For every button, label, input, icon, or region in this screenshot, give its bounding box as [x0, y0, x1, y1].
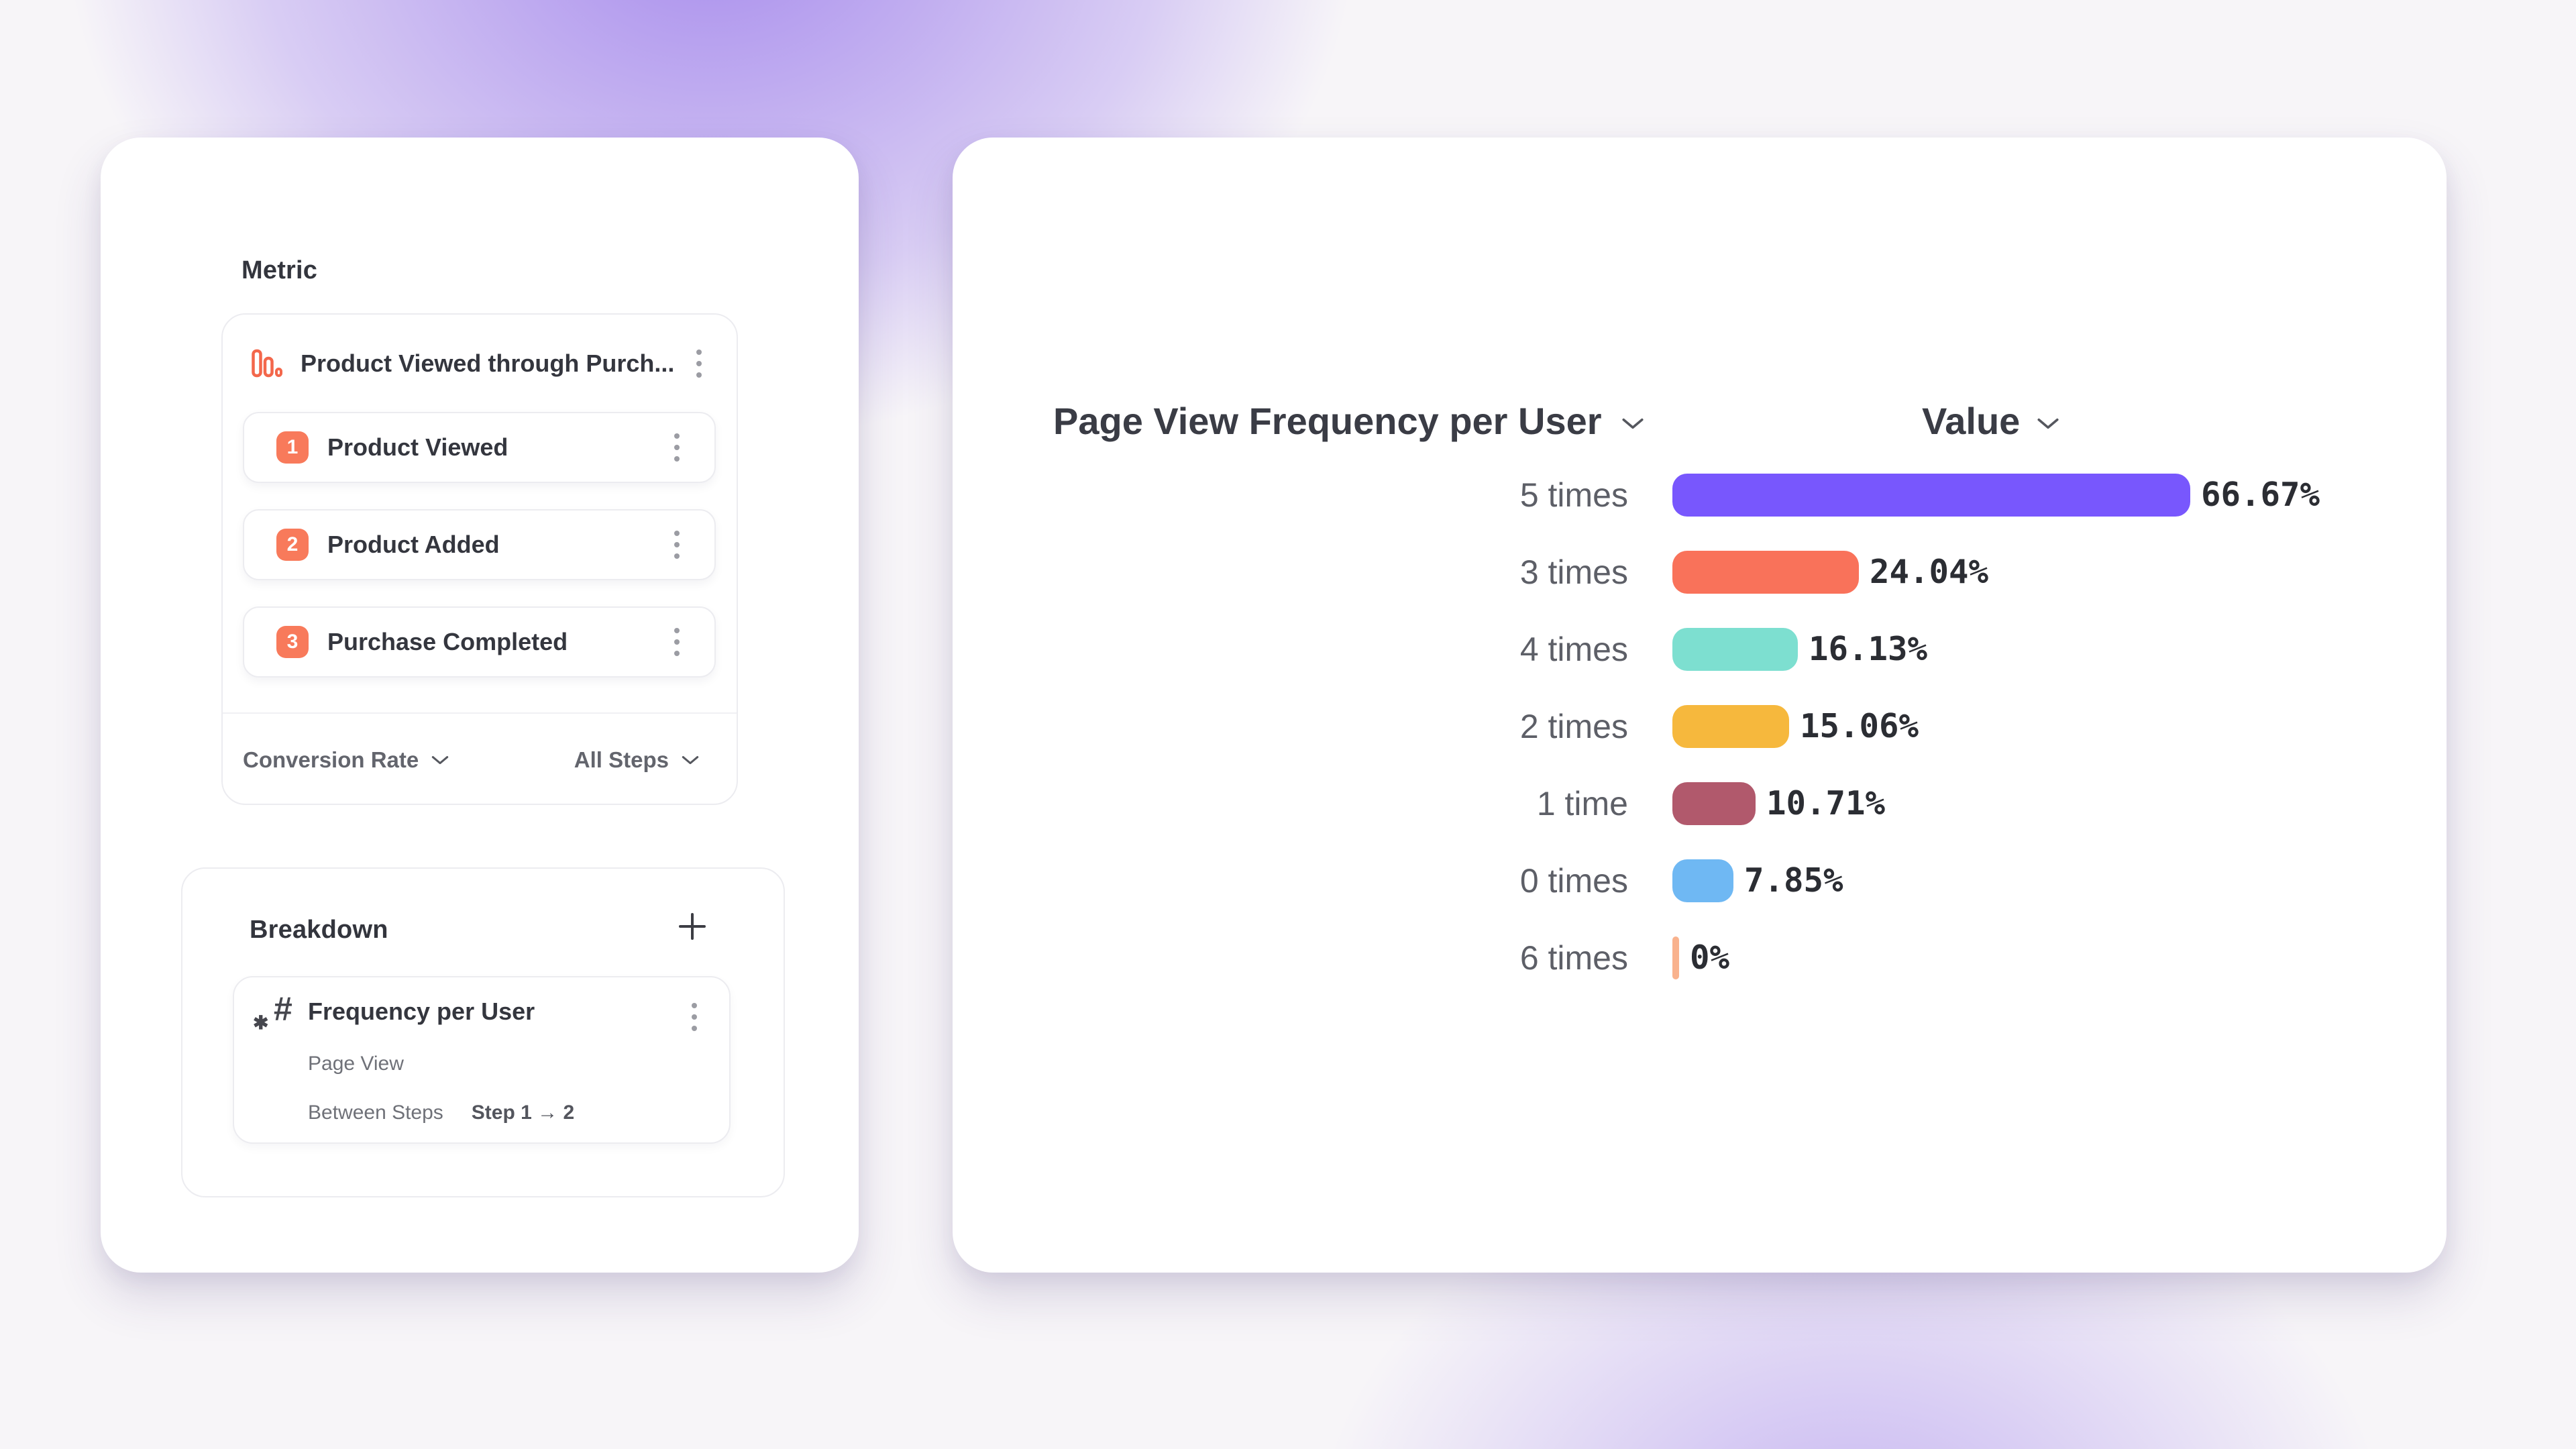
scope-value: Step 1 → 2	[471, 1102, 575, 1124]
chart-bar[interactable]	[1672, 936, 1679, 979]
breakdown-item-card[interactable]: # ✱ Frequency per User Page View Between …	[233, 976, 731, 1144]
funnel-metric-panel: Product Viewed through Purch... 1 Product…	[221, 313, 738, 805]
chart-bar[interactable]	[1672, 473, 2190, 517]
bar-wrap: 0%	[1672, 936, 1729, 979]
bar-wrap: 66.67%	[1672, 473, 2320, 517]
metric-section-heading: Metric	[241, 256, 318, 284]
value-column-dropdown[interactable]: Value	[1922, 399, 2060, 443]
breakdown-section-heading: Breakdown	[250, 916, 388, 944]
breakdown-item-title: Frequency per User	[308, 998, 535, 1025]
chart-row: 2 times 15.06%	[953, 688, 2447, 765]
breakdown-item-event: Page View	[308, 1053, 404, 1075]
category-label: 5 times	[1519, 476, 1628, 514]
funnel-step-card[interactable]: 1 Product Viewed	[243, 412, 716, 483]
funnel-steps-list: 1 Product Viewed 2 Product Added 3 Purchase C…	[243, 412, 716, 704]
breakdown-item-scope: Between Steps Step 1 → 2	[308, 1102, 574, 1124]
conversion-rate-label: Conversion Rate	[243, 747, 419, 772]
breakdown-panel: Breakdown # ✱ Frequency per User Page Vie…	[181, 867, 785, 1197]
value-label: 16.13%	[1809, 630, 1928, 668]
funnel-metric-title: Product Viewed through Purch...	[301, 349, 675, 377]
chart-row: 6 times 0%	[953, 919, 2447, 996]
add-breakdown-button[interactable]	[676, 910, 708, 943]
bar-wrap: 10.71%	[1672, 782, 1885, 825]
plus-icon	[679, 913, 706, 940]
category-label: 6 times	[1519, 938, 1628, 977]
value-label: 66.67%	[2201, 476, 2320, 514]
chart-bar[interactable]	[1672, 859, 1733, 902]
kebab-menu-icon[interactable]	[669, 428, 685, 467]
category-label: 1 time	[1536, 784, 1628, 822]
divider	[223, 712, 737, 714]
funnel-metric-header[interactable]: Product Viewed through Purch...	[223, 315, 737, 412]
bar-wrap: 24.04%	[1672, 550, 1989, 594]
bar-wrap: 7.85%	[1672, 859, 1843, 902]
chart-title-label: Page View Frequency per User	[1053, 400, 1602, 442]
scope-label: Between Steps	[308, 1102, 443, 1124]
funnel-chart-icon	[252, 349, 282, 377]
chart-bar[interactable]	[1672, 550, 1859, 594]
chart-row: 4 times 16.13%	[953, 610, 2447, 688]
value-label: 0%	[1690, 938, 1730, 977]
category-label: 0 times	[1519, 861, 1628, 900]
chevron-down-icon	[1621, 418, 1644, 429]
chart-title-dropdown[interactable]: Page View Frequency per User	[1053, 399, 1645, 443]
all-steps-label: All Steps	[574, 747, 669, 772]
kebab-menu-icon[interactable]	[686, 998, 702, 1036]
funnel-step-card[interactable]: 2 Product Added	[243, 509, 716, 580]
kebab-menu-icon[interactable]	[669, 623, 685, 661]
conversion-rate-dropdown[interactable]: Conversion Rate	[243, 747, 449, 773]
bar-wrap: 15.06%	[1672, 704, 1919, 748]
category-label: 2 times	[1519, 707, 1628, 745]
chart-row: 5 times 66.67%	[953, 456, 2447, 533]
kebab-menu-icon[interactable]	[669, 525, 685, 564]
chart-bar[interactable]	[1672, 782, 1756, 825]
step-label: Product Viewed	[327, 433, 508, 461]
funnel-footer: Conversion Rate All Steps	[243, 714, 700, 806]
kebab-menu-icon[interactable]	[691, 344, 707, 383]
chart-bar[interactable]	[1672, 704, 1789, 748]
chart-card: Page View Frequency per User Value 5 tim…	[953, 138, 2447, 1273]
chart-row: 1 time 10.71%	[953, 765, 2447, 842]
value-label: 7.85%	[1744, 861, 1843, 900]
number-property-icon: # ✱	[253, 990, 292, 1033]
step-label: Purchase Completed	[327, 628, 568, 655]
value-column-label: Value	[1922, 400, 2021, 442]
chevron-down-icon	[682, 755, 699, 764]
step-number-badge: 2	[276, 529, 309, 561]
chevron-down-icon	[432, 755, 449, 764]
step-number-badge: 1	[276, 431, 309, 464]
step-label: Product Added	[327, 531, 500, 558]
chart-row: 3 times 24.04%	[953, 533, 2447, 610]
bar-wrap: 16.13%	[1672, 627, 1928, 671]
value-label: 24.04%	[1870, 553, 1989, 591]
category-label: 3 times	[1519, 553, 1628, 591]
step-number-badge: 3	[276, 626, 309, 658]
value-label: 15.06%	[1800, 707, 1919, 745]
query-builder-card: Metric Product Viewed through Purch... 1…	[101, 138, 859, 1273]
chart-bar[interactable]	[1672, 627, 1798, 671]
bar-chart: 5 times 66.67% 3 times 24.04% 4 times 16.13% 2…	[953, 456, 2447, 996]
funnel-step-card[interactable]: 3 Purchase Completed	[243, 606, 716, 678]
category-label: 4 times	[1519, 630, 1628, 668]
chevron-down-icon	[2037, 418, 2059, 429]
all-steps-dropdown[interactable]: All Steps	[574, 747, 700, 773]
value-label: 10.71%	[1766, 784, 1886, 822]
chart-row: 0 times 7.85%	[953, 842, 2447, 919]
